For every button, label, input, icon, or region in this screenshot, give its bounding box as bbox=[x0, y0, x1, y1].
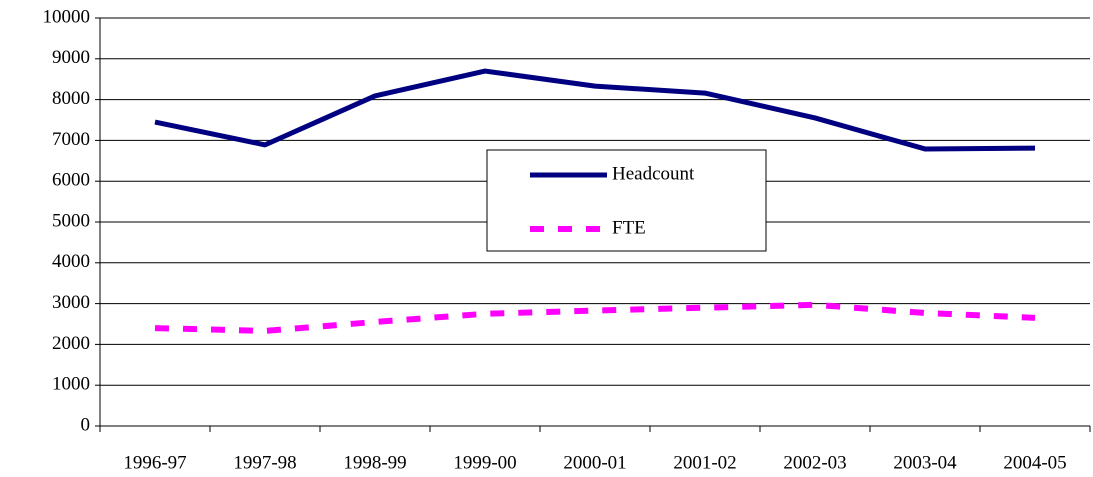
y-tick-label: 5000 bbox=[52, 210, 90, 231]
x-tick-label: 1998-99 bbox=[343, 452, 406, 473]
y-tick-label: 4000 bbox=[52, 251, 90, 272]
y-tick-label: 7000 bbox=[52, 129, 90, 150]
x-tick-label: 2004-05 bbox=[1003, 452, 1066, 473]
line-series bbox=[154, 68, 1036, 152]
legend-label: Headcount bbox=[612, 163, 695, 184]
x-tick-label: 2000-01 bbox=[563, 452, 626, 473]
y-tick-label: 3000 bbox=[52, 292, 90, 313]
x-tick-label: 1997-98 bbox=[233, 452, 296, 473]
x-tick-label: 2003-04 bbox=[893, 452, 957, 473]
y-tick-label: 0 bbox=[81, 414, 91, 435]
legend-box bbox=[486, 149, 767, 252]
y-tick-label: 9000 bbox=[52, 47, 90, 68]
x-tick-label: 1996-97 bbox=[123, 452, 186, 473]
x-tick-label: 1999-00 bbox=[453, 452, 516, 473]
y-tick-label: 10000 bbox=[43, 6, 91, 27]
x-tick-label: 2002-03 bbox=[783, 452, 846, 473]
y-tick-label: 8000 bbox=[52, 88, 90, 109]
y-tick-label: 1000 bbox=[52, 374, 90, 395]
x-tick-label: 2001-02 bbox=[673, 452, 736, 473]
y-tick-label: 6000 bbox=[52, 170, 90, 191]
legend-label: FTE bbox=[612, 217, 646, 238]
y-tick-label: 2000 bbox=[52, 333, 90, 354]
line-series bbox=[154, 301, 1036, 334]
